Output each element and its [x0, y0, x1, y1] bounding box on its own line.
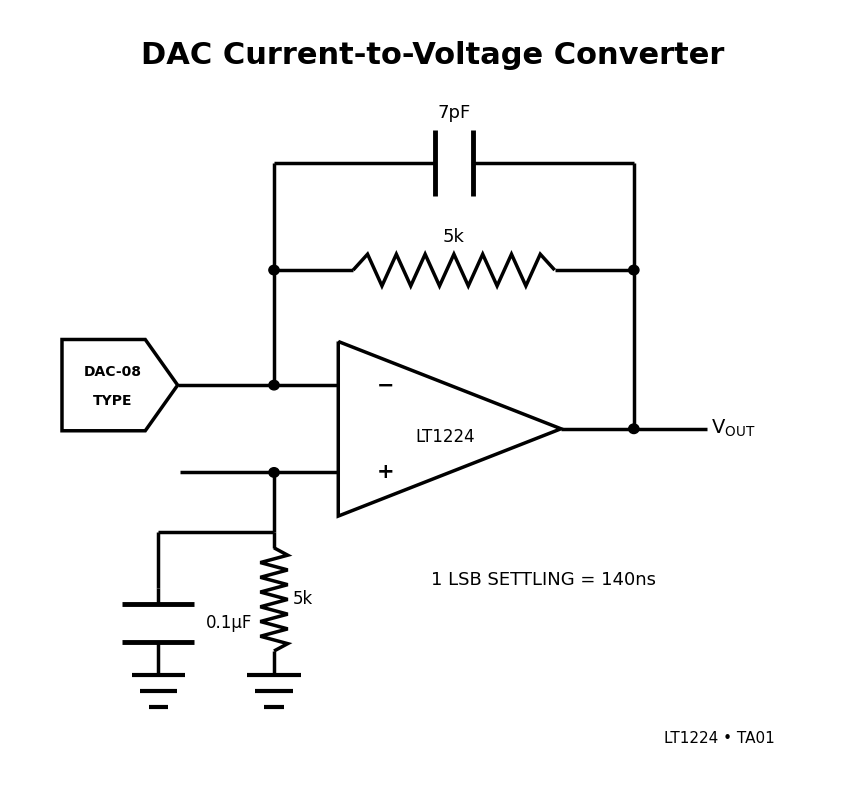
Text: LT1224: LT1224	[415, 427, 475, 446]
Text: 5k: 5k	[293, 590, 313, 609]
Text: TYPE: TYPE	[93, 394, 132, 408]
Circle shape	[629, 424, 639, 434]
Text: V$_{\mathregular{OUT}}$: V$_{\mathregular{OUT}}$	[711, 418, 755, 439]
Text: 5k: 5k	[443, 229, 465, 246]
Circle shape	[629, 265, 639, 275]
Text: 7pF: 7pF	[438, 103, 471, 122]
Circle shape	[269, 380, 279, 390]
Text: +: +	[376, 463, 394, 483]
Text: 0.1μF: 0.1μF	[206, 614, 252, 632]
Circle shape	[269, 265, 279, 275]
Text: DAC Current-to-Voltage Converter: DAC Current-to-Voltage Converter	[141, 41, 724, 71]
Text: DAC-08: DAC-08	[84, 365, 142, 379]
Text: 1 LSB SETTLING = 140ns: 1 LSB SETTLING = 140ns	[432, 570, 657, 589]
Text: LT1224 • TA01: LT1224 • TA01	[664, 731, 775, 746]
Circle shape	[269, 468, 279, 477]
Text: −: −	[376, 375, 394, 395]
